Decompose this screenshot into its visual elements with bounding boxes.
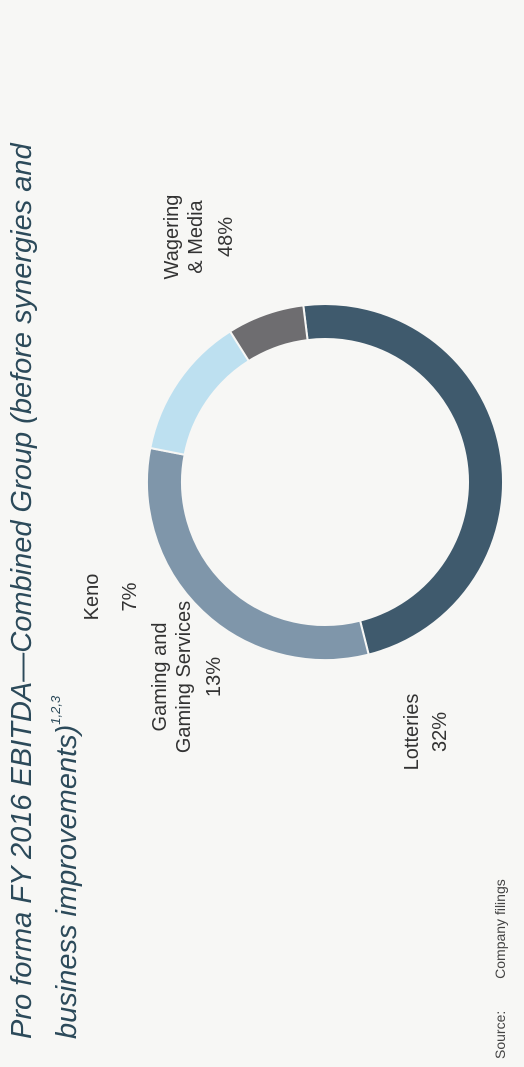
- slice-keno: [228, 304, 309, 363]
- source-text: Company filings: [492, 879, 508, 979]
- label-lotteries-line1: Lotteries: [401, 693, 423, 771]
- label-lotteries-pct: 32%: [429, 711, 451, 753]
- label-wagering-pct: 48%: [215, 216, 237, 258]
- label-wagering-line1: Wagering: [161, 194, 183, 280]
- label-lotteries: Lotteries 32%: [400, 667, 452, 797]
- source-label: Source:: [492, 1010, 508, 1059]
- label-gaming-pct: 13%: [203, 656, 225, 698]
- label-keno-pct: 7%: [119, 582, 141, 612]
- slice-gaming-services: [149, 329, 251, 456]
- label-gaming-line1: Gaming and: [149, 622, 171, 732]
- label-keno: Keno 7%: [80, 547, 142, 647]
- label-wagering-line2: & Media: [185, 200, 207, 274]
- label-wagering-media: Wagering & Media 48%: [160, 167, 238, 307]
- label-gaming-line2: Gaming Services: [173, 600, 195, 754]
- label-gaming-services: Gaming and Gaming Services 13%: [148, 577, 226, 777]
- label-keno-line1: Keno: [81, 573, 103, 621]
- slice-wagering-media: [302, 303, 504, 656]
- source-note: Source: Company filings: [492, 851, 508, 1059]
